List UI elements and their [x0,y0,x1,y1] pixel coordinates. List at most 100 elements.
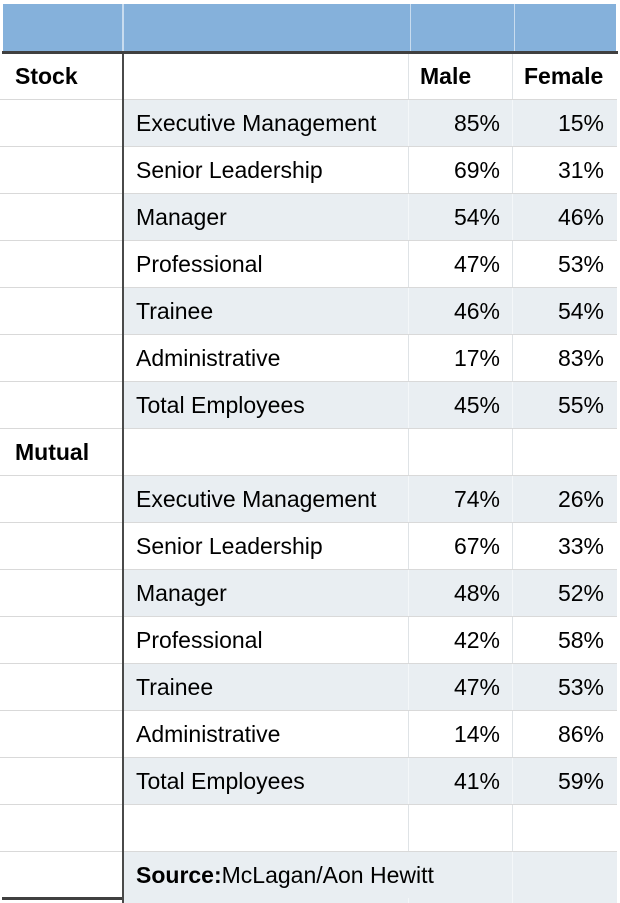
table-title-band [3,4,616,51]
row-section-cell [0,758,122,804]
table-row: Senior Leadership 69% 31% [0,147,617,194]
row-male-cell: 45% [408,382,512,428]
row-level-cell: Administrative [136,720,281,747]
row-level-cell: Trainee [122,664,408,710]
row-level-cell: Senior Leadership [136,532,323,559]
table-body: Executive Management 85% 15% Senior Lead… [0,100,617,852]
row-section-cell [0,288,122,334]
table-row: Trainee 46% 54% [0,288,617,335]
row-section-cell [0,617,122,663]
band-column-separator [514,4,515,51]
band-column-separator [122,4,124,51]
table-row: Administrative 14% 86% [0,711,617,758]
row-level-cell: Manager [122,570,408,616]
table-row: Professional 42% 58% [0,617,617,664]
row-male-cell: 17% [408,335,512,381]
row-female-cell: 53% [512,664,617,710]
source-label: Source: [136,861,222,888]
cutoff-section-cell [0,898,122,903]
cutoff-female-cell [512,898,617,903]
row-male-cell: 54% [408,194,512,240]
cutoff-male-cell [408,898,512,903]
table-row: Manager 54% 46% [0,194,617,241]
table-row: Total Employees 45% 55% [0,382,617,429]
section-row: Mutual [0,429,617,476]
row-female-cell: 59% [512,758,617,804]
row-female-cell: 52% [512,570,617,616]
row-section-cell [0,147,122,193]
row-section-cell [0,335,122,381]
row-female-cell [512,805,617,851]
row-level-cell: Administrative [136,344,281,371]
source-text: McLagan/Aon Hewitt [221,861,434,888]
row-level-cell: Executive Management [122,476,408,522]
row-female-cell: 86% [512,711,617,757]
row-male-cell: 67% [408,523,512,569]
row-section-cell [0,711,122,757]
bottom-left-rule [2,897,122,900]
table-row: Administrative 17% 83% [0,335,617,382]
table-row: Manager 48% 52% [0,570,617,617]
header-level-cell [122,54,408,99]
header-female: Female [512,54,617,99]
row-level-cell: Total Employees [122,758,408,804]
row-level-cell: Professional [136,250,263,277]
source-row-female-cell [512,852,617,898]
table-row: Senior Leadership 67% 33% [0,523,617,570]
source-row: Source: McLagan/Aon Hewitt [0,852,617,898]
row-male-cell: 69% [408,147,512,193]
row-level-cell: Total Employees [122,382,408,428]
row-female-cell: 46% [512,194,617,240]
row-female-cell: 15% [512,100,617,146]
row-male-cell: 47% [408,241,512,287]
table-row: Total Employees 41% 59% [0,758,617,805]
row-female-cell: 58% [512,617,617,663]
row-male-cell: 48% [408,570,512,616]
row-male-cell [408,805,512,851]
row-male-cell: 47% [408,664,512,710]
source-note: Source: McLagan/Aon Hewitt [122,852,512,898]
row-male-cell: 46% [408,288,512,334]
row-male-cell [408,429,512,475]
row-female-cell: 26% [512,476,617,522]
row-section-cell [0,476,122,522]
band-column-separator [410,4,411,51]
section-header-stock: Stock [0,54,122,99]
header-top-rule [2,51,618,54]
row-female-cell: 55% [512,382,617,428]
row-male-cell: 41% [408,758,512,804]
section-column-divider [122,54,124,903]
row-level-cell [122,805,408,851]
row-section-cell [0,382,122,428]
row-female-cell: 33% [512,523,617,569]
table-header-row: Stock Male Female [0,54,617,100]
row-level-cell: Executive Management [122,100,408,146]
row-male-cell: 85% [408,100,512,146]
table-row: Executive Management 74% 26% [0,476,617,523]
row-female-cell: 53% [512,241,617,287]
table-row: Trainee 47% 53% [0,664,617,711]
row-female-cell: 83% [512,335,617,381]
row-level-cell: Professional [136,626,263,653]
row-section-cell [0,523,122,569]
row-female-cell [512,429,617,475]
table-row: Executive Management 85% 15% [0,100,617,147]
row-male-cell: 14% [408,711,512,757]
cutoff-row [0,898,617,903]
row-section-cell [0,570,122,616]
row-male-cell: 42% [408,617,512,663]
source-row-section-cell [0,852,122,898]
row-male-cell: 74% [408,476,512,522]
row-section-cell [0,194,122,240]
table-row: Professional 47% 53% [0,241,617,288]
row-section-cell [0,100,122,146]
row-level-cell: Senior Leadership [136,156,323,183]
row-section-cell [0,664,122,710]
row-level-cell [122,429,408,475]
cutoff-level-cell [122,898,408,903]
row-level-cell: Trainee [122,288,408,334]
row-female-cell: 54% [512,288,617,334]
row-section-cell [0,241,122,287]
data-table: Stock Male Female Executive Management 8… [0,54,617,903]
row-female-cell: 31% [512,147,617,193]
